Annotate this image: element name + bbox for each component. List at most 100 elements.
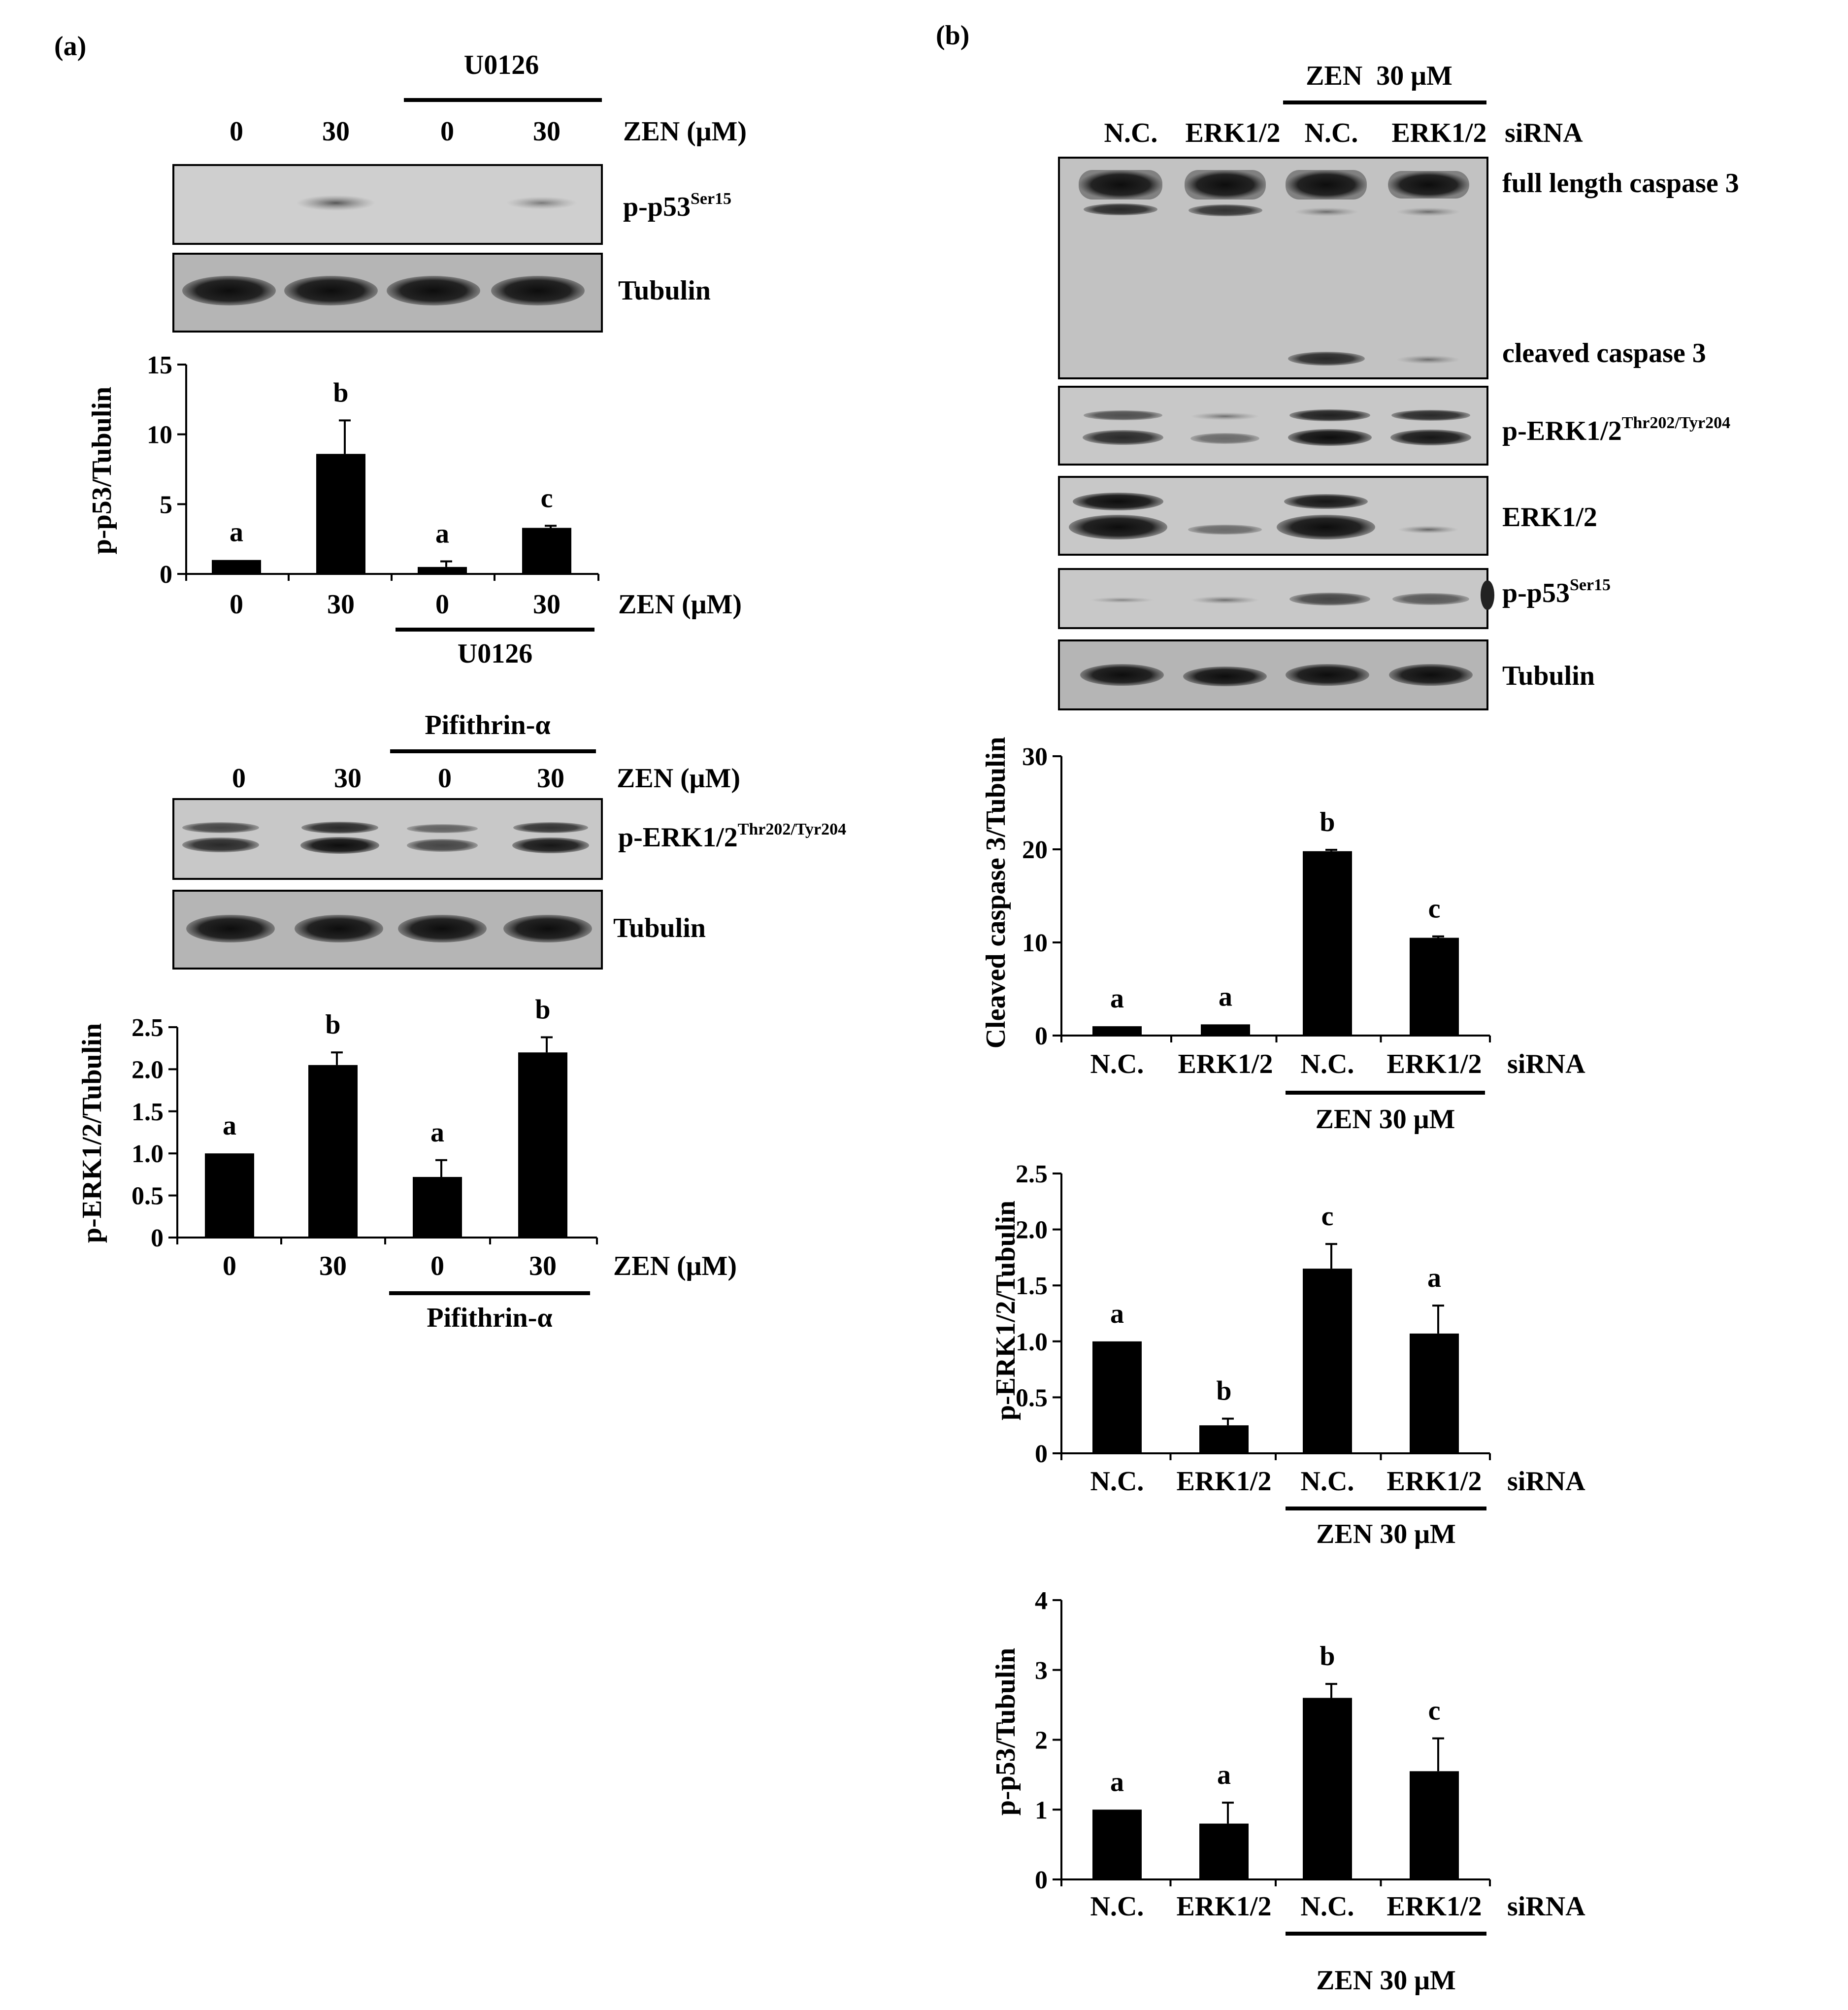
y-tick-label: 2.0 [132, 1056, 164, 1084]
group-label: ZEN 30 μM [1316, 1104, 1455, 1135]
x-axis-label: ZEN (μM) [618, 589, 742, 620]
blot1-tubulin-blot [172, 253, 603, 333]
bar [1201, 1024, 1250, 1036]
significance-letter: b [1216, 1376, 1231, 1407]
x-tick-label: N.C. [1090, 1049, 1144, 1079]
x-tick-label: N.C. [1090, 1466, 1144, 1497]
x-tick-label: N.C. [1301, 1466, 1354, 1497]
x-tick-label: N.C. [1301, 1049, 1354, 1079]
x-tick-label: ERK1/2 [1178, 1049, 1273, 1079]
blot2-axis-label: ZEN (μM) [617, 763, 740, 794]
bar [1199, 1425, 1249, 1453]
blot1-tubulin-label: Tubulin [618, 275, 711, 306]
lane-label: 30 [537, 763, 564, 794]
bar [1303, 1269, 1352, 1453]
chart-cleaved-caspase: 0 10 20 30 a N.C. a ERK1/2 b N.C. c ERK1/2 siRNA ZEN … [981, 737, 1585, 1135]
bar [212, 560, 261, 574]
y-tick-label: 30 [1022, 743, 1048, 771]
significance-letter: b [535, 994, 550, 1025]
significance-letter: b [1320, 1641, 1335, 1672]
blotb-perk-label: p-ERK1/2Thr202/Tyr204 [1502, 414, 1730, 446]
y-axis-label: p-p53/Tubulin [87, 387, 117, 554]
lane-label: 0 [230, 116, 243, 147]
x-tick-label: 0 [430, 1251, 444, 1281]
group-label: ZEN 30 μM [1316, 1965, 1456, 1996]
significance-letter: a [1110, 983, 1124, 1014]
bar [418, 567, 467, 574]
x-tick-label: 0 [230, 589, 243, 620]
bar [1199, 1823, 1249, 1879]
y-tick-label: 0 [160, 561, 172, 589]
significance-letter: a [1219, 981, 1232, 1012]
panel-b-label: (b) [936, 20, 969, 51]
y-axis-label: p-ERK1/2/Tubulin [77, 1023, 107, 1243]
y-tick-label: 1.0 [132, 1140, 164, 1168]
y-tick-label: 5 [160, 491, 172, 519]
lane-label: 0 [232, 763, 246, 794]
blotb-pp53-blot [1058, 568, 1494, 629]
lane-label: 30 [334, 763, 362, 794]
bar [522, 528, 571, 574]
blotb-perk-blot [1058, 386, 1488, 466]
x-tick-label: 0 [435, 589, 449, 620]
significance-letter: a [1427, 1263, 1441, 1293]
blotb-caspase-blot [1058, 157, 1488, 379]
significance-letter: a [430, 1117, 444, 1148]
blot2-perk-label: p-ERK1/2Thr202/Tyr204 [618, 820, 846, 853]
x-tick-label: ERK1/2 [1387, 1466, 1482, 1497]
y-tick-label: 15 [147, 351, 172, 379]
lane-label: ERK1/2 [1186, 118, 1281, 148]
group-label: ZEN 30 μM [1316, 1519, 1456, 1549]
y-tick-label: 3 [1035, 1657, 1048, 1685]
x-tick-label: N.C. [1301, 1891, 1354, 1922]
blotb-erk-label: ERK1/2 [1502, 502, 1597, 533]
bar [308, 1065, 358, 1238]
y-tick-label: 0 [1035, 1440, 1048, 1468]
x-tick-label: 30 [327, 589, 355, 620]
lane-label: 30 [322, 116, 350, 147]
blot1-treatment-label: U0126 [464, 50, 539, 80]
significance-letter: a [230, 517, 243, 548]
group-label: U0126 [458, 638, 532, 669]
chart-p-p53-u0126: 0 5 10 15 a 0 b 30 a 0 c 30 ZEN (μM) U0126 p-p53/Tubul… [87, 351, 742, 669]
bar [316, 454, 365, 574]
significance-letter: b [1320, 807, 1335, 838]
x-tick-label: ERK1/2 [1177, 1891, 1272, 1922]
y-tick-label: 2.0 [1016, 1216, 1048, 1244]
bar [1092, 1809, 1142, 1879]
blotb-tubulin-label: Tubulin [1502, 661, 1595, 691]
y-tick-label: 0.5 [1016, 1384, 1048, 1412]
x-axis-label: siRNA [1507, 1466, 1585, 1497]
bar [1410, 1333, 1459, 1453]
lane-label: N.C. [1305, 118, 1358, 148]
lane-label: 0 [440, 116, 454, 147]
x-tick-label: ERK1/2 [1387, 1891, 1482, 1922]
lane-label: ERK1/2 [1392, 118, 1487, 148]
x-axis-label: siRNA [1507, 1049, 1585, 1079]
blot2-lane-labels: 0 30 0 30 [232, 763, 564, 794]
x-tick-label: 30 [529, 1251, 557, 1281]
bar [1092, 1026, 1142, 1036]
blot2-treatment-label: Pifithrin-α [425, 710, 550, 740]
y-tick-label: 1 [1035, 1796, 1048, 1824]
blot1-pp53-label: p-p53Ser15 [623, 190, 731, 222]
significance-letter: a [223, 1110, 236, 1141]
blotb-cleaved-caspase-label: cleaved caspase 3 [1502, 338, 1706, 368]
y-axis-label: p-ERK1/2/Tubulin [990, 1201, 1021, 1420]
blot1-axis-label: ZEN (μM) [623, 116, 747, 147]
y-tick-label: 2 [1035, 1727, 1048, 1755]
x-tick-label: 30 [319, 1251, 347, 1281]
y-tick-label: 10 [147, 421, 172, 449]
significance-letter: c [1321, 1201, 1334, 1232]
significance-letter: a [435, 519, 449, 549]
bar [205, 1153, 254, 1238]
chart-p-p53-sirna: 0 1 2 3 4 a N.C. a ERK1/2 b N.C. c ERK1/2 siRNA ZEN 30… [990, 1587, 1585, 1996]
lane-label: 30 [533, 116, 561, 147]
lane-label: 0 [438, 763, 452, 794]
y-tick-label: 0 [1035, 1866, 1048, 1894]
y-tick-label: 1.0 [1016, 1328, 1048, 1356]
significance-letter: b [325, 1009, 340, 1040]
y-tick-label: 0 [1035, 1022, 1048, 1050]
blotb-erk-blot [1058, 476, 1488, 556]
